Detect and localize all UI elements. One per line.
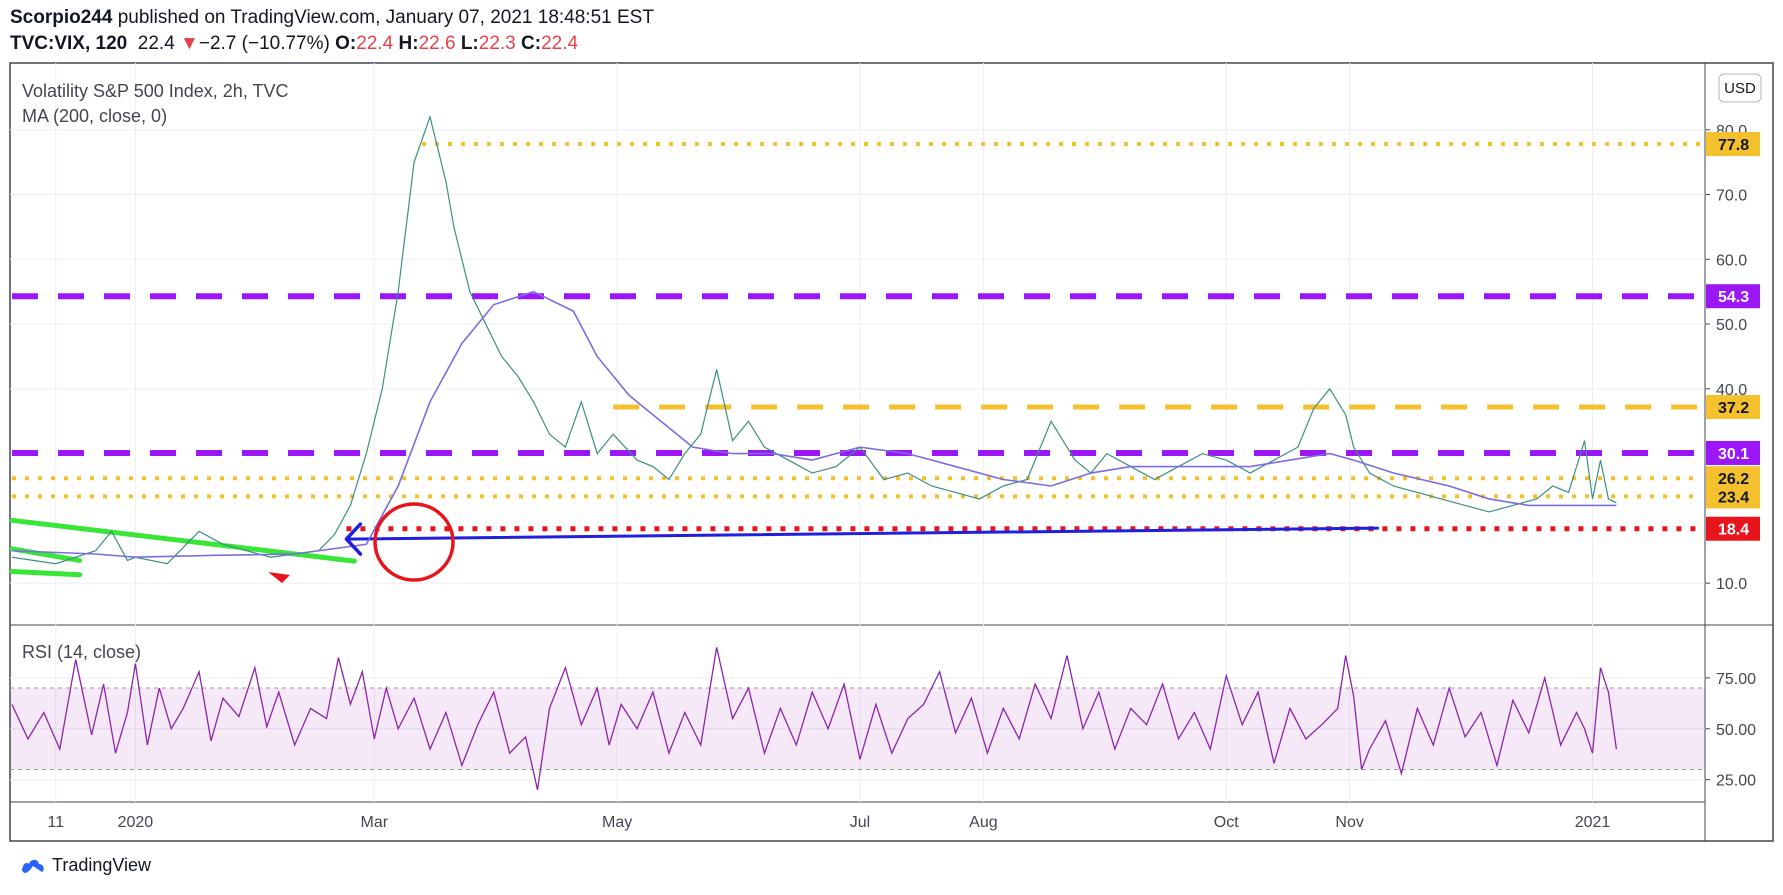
down-triangle-icon: ▼: [180, 33, 199, 54]
red-marker-annotation: [268, 572, 290, 583]
price-change: −2.7 (−10.77%): [198, 33, 330, 54]
tradingview-brand[interactable]: TradingView: [20, 855, 151, 876]
cloud-logo-icon: [22, 859, 44, 873]
price-label-box: [1706, 132, 1760, 157]
time-axis-ticks: 11 2020 Mar May Jul Aug Oct Nov 2021: [47, 814, 1610, 831]
time-tick-label: Nov: [1335, 814, 1363, 831]
rsi-tick-label: 25.00: [1716, 773, 1756, 790]
published-text: published on TradingView.com, January 07…: [117, 7, 654, 28]
author-name[interactable]: Scorpio244: [10, 7, 113, 28]
low-label: L:: [460, 33, 479, 54]
rsi-line: [11, 647, 1618, 790]
rsi-legend: RSI (14, close): [22, 642, 141, 662]
rsi-band: [10, 688, 1705, 770]
time-tick-label: Jul: [850, 814, 870, 831]
rsi-tick-label: 75.00: [1716, 671, 1756, 688]
price-label-text: 23.4: [1718, 489, 1749, 506]
price-tick-label: 70.0: [1716, 188, 1747, 205]
price-label-box: [1706, 394, 1760, 419]
time-tick-label: 2021: [1575, 814, 1611, 831]
time-tick-label: 11: [47, 814, 64, 831]
price-label-box: [1706, 484, 1760, 509]
vix-price-line: [11, 114, 1617, 565]
price-label-box: [1706, 440, 1760, 465]
symbol-text: TVC:VIX, 120: [10, 33, 128, 54]
open-value: 22.4: [356, 33, 394, 54]
high-label: H:: [398, 33, 419, 54]
time-tick-label: 2020: [118, 814, 154, 831]
close-value: 22.4: [541, 33, 579, 54]
published-line: Scorpio244 published on TradingView.com,…: [10, 7, 654, 29]
quote-line: TVC:VIX, 120 22.4 ▼−2.7 (−10.77%) O:22.4…: [10, 33, 578, 55]
rsi-tick-label: 50.00: [1716, 722, 1756, 739]
price-label-text: 77.8: [1718, 137, 1749, 154]
ma-200-line: [11, 290, 1617, 559]
price-tick-label: 10.0: [1716, 576, 1747, 593]
usd-button[interactable]: USD: [1718, 73, 1762, 103]
price-label-text: 18.4: [1718, 522, 1749, 539]
chart-title: Volatility S&P 500 Index, 2h, TVC: [22, 81, 289, 101]
usd-label: USD: [1724, 80, 1756, 97]
open-label: O:: [335, 33, 357, 54]
time-tick-label: Aug: [969, 814, 997, 831]
blue-arrow-head: [344, 522, 363, 556]
red-circle-annotation: [373, 502, 455, 582]
price-tick-label: 60.0: [1716, 252, 1747, 269]
brand-name: TradingView: [52, 855, 152, 875]
price-tick-label: 50.0: [1716, 317, 1747, 334]
low-value: 22.3: [478, 33, 516, 54]
time-tick-label: Mar: [361, 814, 389, 831]
price-axis-ticks: 80.070.060.050.040.010.0: [1705, 123, 1747, 593]
last-price: 22.4: [137, 33, 175, 54]
price-label-box: [1706, 516, 1760, 541]
price-label-text: 37.2: [1718, 400, 1749, 417]
ma-legend: MA (200, close, 0): [22, 106, 167, 126]
arrow-head-stroke: [344, 522, 363, 556]
price-label-text: 54.3: [1718, 289, 1749, 306]
rsi-axis-ticks: 75.00 50.00 25.00: [1705, 671, 1756, 790]
main-grid: [10, 63, 1705, 802]
close-label: C:: [521, 33, 542, 54]
blue-arrow-trendline: [344, 526, 1380, 541]
price-labels: 77.8 54.3 37.2 30.1 26.223.4 18.4: [1706, 132, 1760, 541]
rsi-grid: [10, 677, 1705, 781]
high-value: 22.6: [418, 33, 456, 54]
price-label-box: [1706, 284, 1760, 309]
time-tick-label: May: [602, 814, 632, 831]
price-tick-label: 40.0: [1716, 382, 1747, 399]
price-label-text: 26.2: [1718, 471, 1749, 488]
green-solid-trendline: [9, 568, 83, 578]
time-tick-label: Oct: [1214, 814, 1239, 831]
price-label-text: 30.1: [1718, 446, 1749, 463]
